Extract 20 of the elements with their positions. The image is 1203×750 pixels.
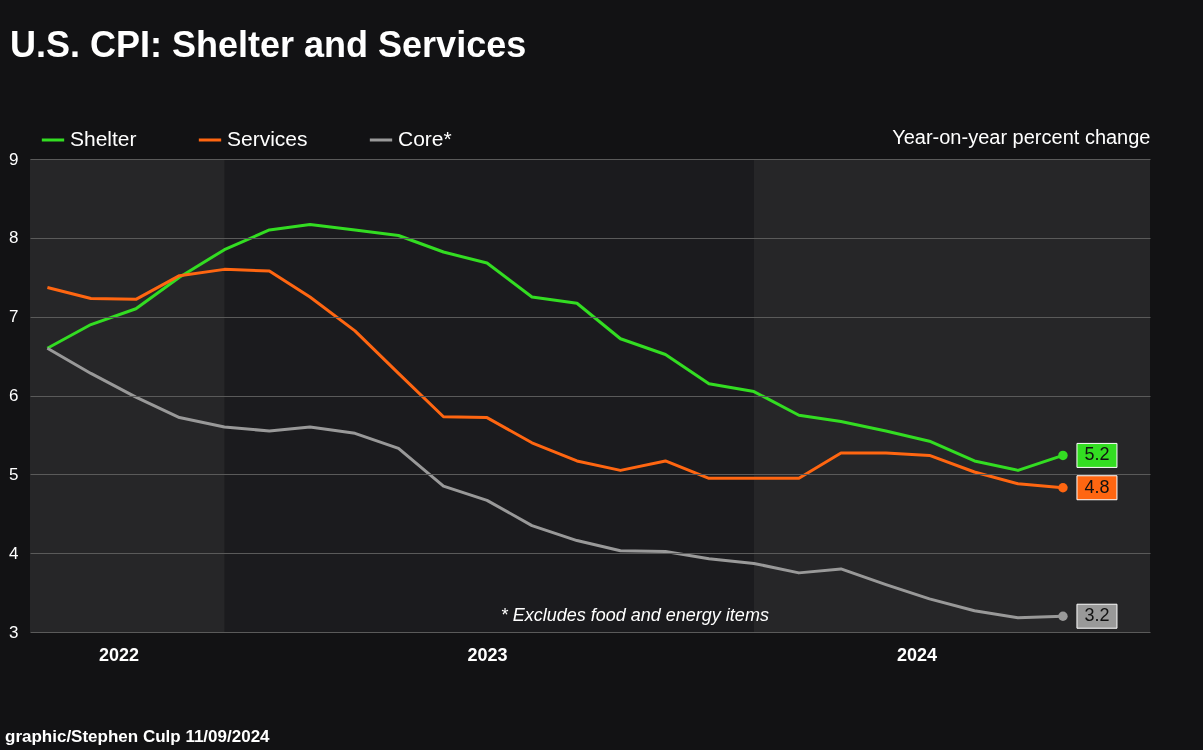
y-axis-title: Year-on-year percent change bbox=[892, 125, 1151, 148]
y-tick-label: 5 bbox=[9, 464, 19, 484]
annotation: * Excludes food and energy items bbox=[500, 605, 769, 625]
data-label: 3.2 bbox=[1084, 605, 1110, 626]
data-label: 4.8 bbox=[1084, 476, 1110, 497]
y-tick-label: 4 bbox=[9, 543, 19, 563]
legend-label: Shelter bbox=[70, 127, 137, 150]
y-tick-label: 7 bbox=[9, 307, 19, 327]
x-tick-label: 2024 bbox=[896, 644, 937, 665]
legend-label: Services bbox=[227, 127, 308, 150]
data-label: 5.2 bbox=[1084, 444, 1110, 465]
y-tick-label: 8 bbox=[9, 228, 19, 248]
x-tick-label: 2022 bbox=[98, 644, 140, 665]
x-tick-label: 2023 bbox=[467, 644, 508, 665]
y-tick-label: 6 bbox=[9, 386, 19, 405]
legend-label: Core* bbox=[398, 127, 452, 150]
text: graphic/Stephen Culp 11/09/2024 bbox=[5, 727, 271, 746]
y-tick-label: 3 bbox=[9, 622, 19, 642]
chart-title: U.S. CPI: Shelter and Services bbox=[10, 24, 527, 65]
y-tick-label: 9 bbox=[9, 149, 19, 169]
